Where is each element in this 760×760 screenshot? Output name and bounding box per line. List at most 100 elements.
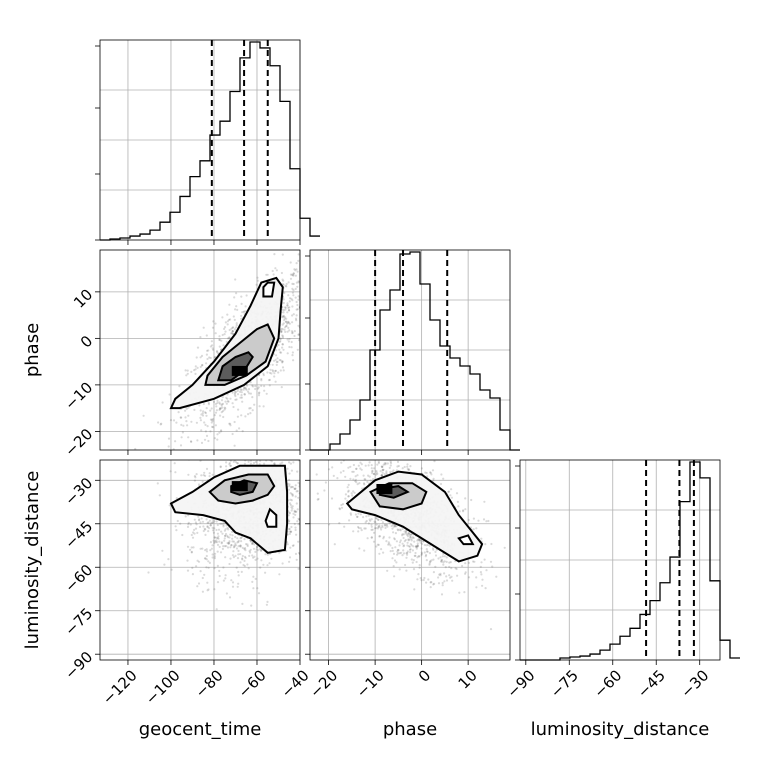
sample-point (200, 413, 203, 416)
sample-point (199, 365, 202, 368)
sample-point (260, 384, 263, 387)
x-axis-label-geocent_time: geocent_time (139, 719, 262, 740)
sample-point (396, 460, 400, 463)
sample-point (352, 530, 355, 533)
sample-point (388, 437, 390, 439)
sample-point (234, 453, 236, 455)
sample-point (354, 513, 357, 516)
sample-point (297, 523, 300, 526)
sample-point (215, 528, 218, 532)
sample-point (346, 499, 349, 502)
sample-point (239, 396, 242, 399)
sample-point (227, 542, 230, 545)
sample-point (240, 396, 243, 399)
sample-point (222, 566, 225, 569)
sample-point (221, 532, 224, 535)
panel-frame (99, 459, 301, 661)
sample-point (329, 330, 331, 332)
sample-point (296, 520, 299, 523)
sample-point (241, 400, 244, 403)
sample-point (479, 565, 482, 568)
sample-point (307, 461, 309, 463)
sample-point (209, 541, 212, 544)
sample-point (288, 560, 291, 563)
sample-point (405, 552, 408, 555)
sample-point (228, 540, 231, 543)
sample-point (282, 348, 285, 351)
sample-point (285, 325, 288, 328)
sample-point (255, 545, 259, 548)
sample-point (291, 321, 294, 324)
sample-point (208, 472, 211, 475)
sample-point (205, 467, 209, 470)
sample-point (243, 462, 246, 465)
sample-point (432, 571, 435, 574)
sample-point (301, 511, 303, 513)
sample-point (278, 573, 281, 576)
sample-point (303, 273, 305, 275)
sample-point (292, 512, 295, 515)
sample-point (235, 322, 238, 325)
sample-point (491, 565, 494, 568)
sample-point (355, 481, 358, 484)
sample-point (416, 545, 419, 548)
sample-point (239, 544, 242, 547)
sample-point (189, 548, 192, 551)
sample-point (176, 519, 179, 523)
sample-point (278, 348, 281, 351)
sample-point (292, 544, 295, 547)
sample-point (424, 555, 427, 558)
sample-point (354, 480, 357, 483)
sample-point (415, 545, 418, 549)
sample-point (185, 374, 188, 377)
sample-point (313, 516, 315, 518)
sample-point (301, 324, 303, 326)
sample-point (226, 400, 229, 403)
sample-point (174, 440, 177, 443)
sample-point (308, 435, 310, 437)
sample-point (234, 457, 236, 459)
sample-point (339, 471, 342, 474)
sample-point (271, 369, 274, 372)
sample-point (291, 486, 295, 489)
sample-point (377, 460, 380, 463)
sample-point (292, 272, 295, 275)
sample-point (320, 534, 322, 536)
sample-point (403, 540, 406, 543)
sample-point (235, 453, 237, 455)
sample-point (215, 405, 218, 408)
sample-point (332, 474, 335, 477)
sample-point (282, 314, 285, 317)
sample-point (215, 608, 218, 611)
sample-point (301, 282, 303, 284)
sample-point (442, 552, 445, 556)
sample-point (434, 554, 438, 557)
sample-point (231, 330, 234, 333)
sample-point (376, 527, 380, 530)
sample-point (385, 443, 387, 445)
sample-point (294, 510, 297, 513)
sample-point (220, 339, 223, 342)
sample-point (282, 311, 285, 314)
sample-point (274, 380, 277, 383)
sample-point (222, 525, 225, 528)
sample-point (393, 575, 396, 578)
x-tick-label: −10 (353, 666, 388, 701)
sample-point (292, 274, 295, 277)
sample-point (467, 518, 470, 522)
sample-point (179, 522, 182, 525)
sample-point (211, 521, 214, 524)
sample-point (363, 478, 366, 481)
sample-point (362, 482, 366, 485)
sample-point (201, 414, 205, 417)
sample-point (417, 538, 420, 541)
sample-point (292, 516, 295, 519)
sample-point (360, 529, 363, 532)
sample-point (222, 415, 225, 419)
sample-point (308, 245, 310, 247)
sample-point (280, 450, 282, 452)
sample-point (251, 542, 254, 546)
sample-point (214, 541, 217, 544)
sample-point (205, 518, 208, 521)
sample-point (301, 296, 303, 298)
